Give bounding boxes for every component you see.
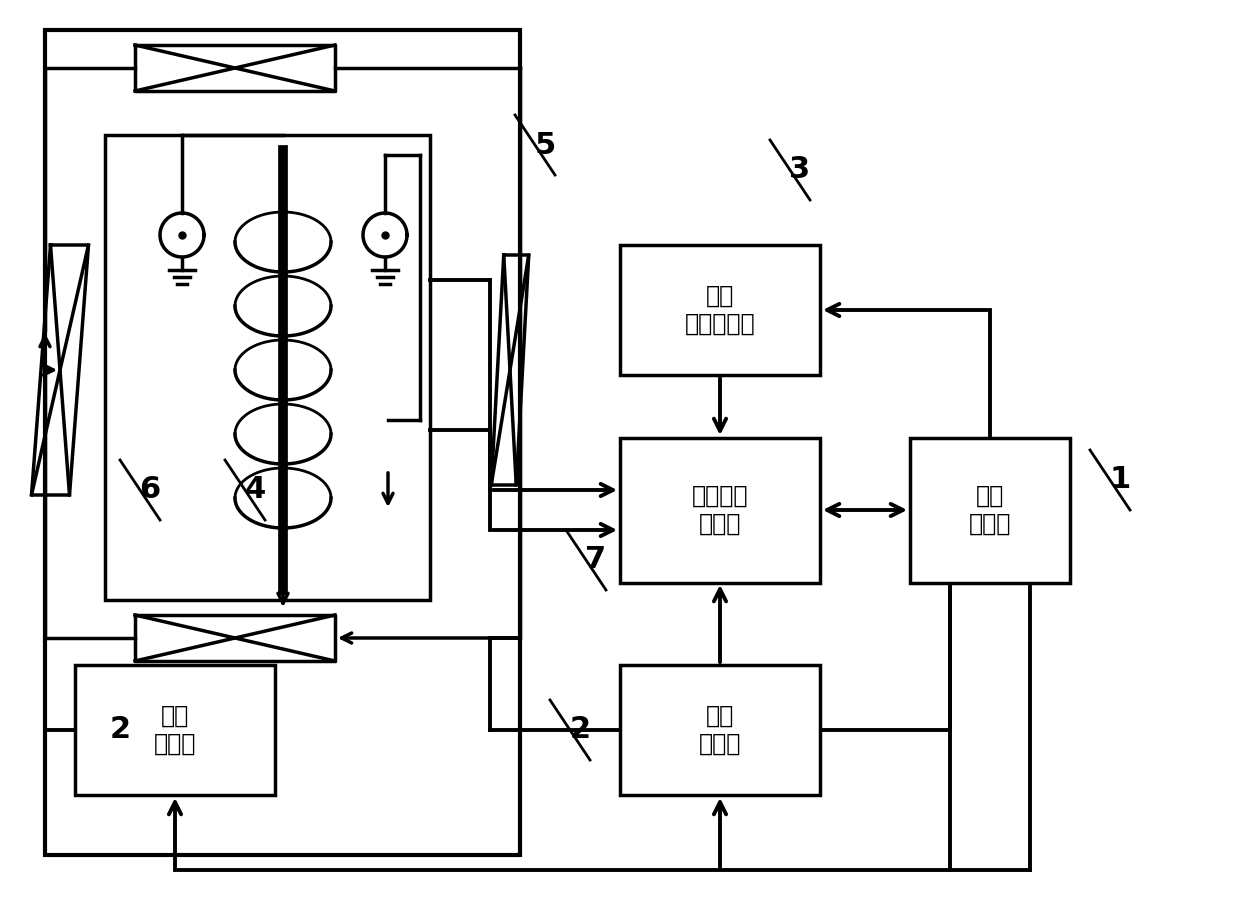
- Text: 程控
电流源: 程控 电流源: [154, 704, 196, 756]
- FancyBboxPatch shape: [74, 665, 275, 795]
- FancyBboxPatch shape: [620, 665, 820, 795]
- FancyBboxPatch shape: [910, 437, 1070, 582]
- FancyBboxPatch shape: [620, 245, 820, 375]
- FancyBboxPatch shape: [45, 30, 520, 855]
- Text: 信号处理
电路板: 信号处理 电路板: [692, 484, 748, 536]
- Text: 7: 7: [585, 545, 606, 575]
- FancyBboxPatch shape: [105, 135, 430, 600]
- Text: 4: 4: [244, 476, 265, 505]
- Text: 3: 3: [790, 155, 811, 185]
- Text: 1: 1: [1110, 466, 1131, 494]
- Text: 2: 2: [569, 715, 590, 745]
- Text: 5: 5: [534, 130, 556, 160]
- Text: 控制
计算机: 控制 计算机: [968, 484, 1011, 536]
- FancyBboxPatch shape: [620, 437, 820, 582]
- Text: 程控
信号发生器: 程控 信号发生器: [684, 284, 755, 336]
- Text: 程控
电流源: 程控 电流源: [699, 704, 742, 756]
- Text: 6: 6: [139, 476, 161, 505]
- Text: 2: 2: [109, 715, 130, 745]
